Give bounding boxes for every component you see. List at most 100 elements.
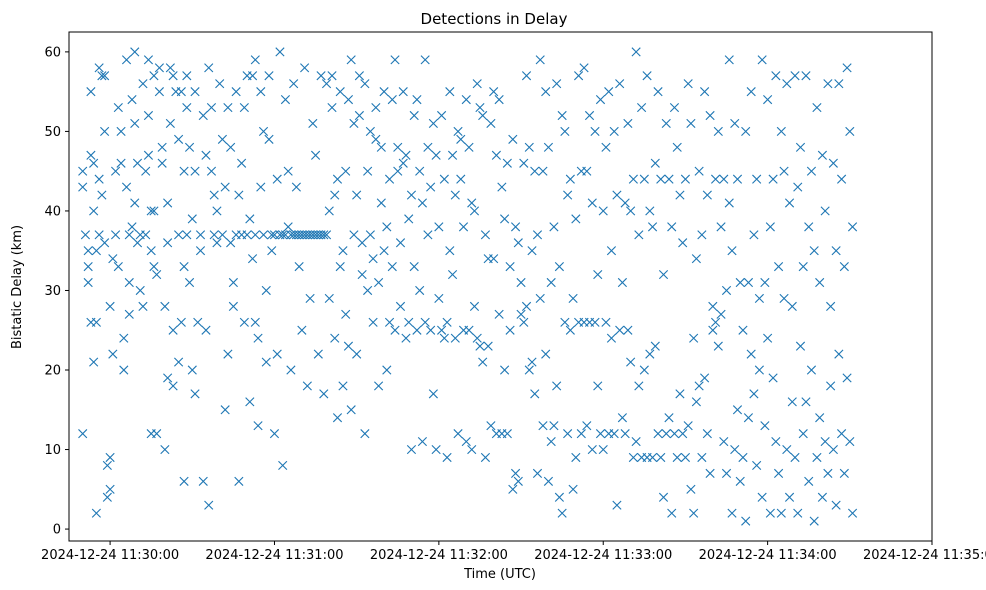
data-point <box>384 317 395 327</box>
data-point <box>217 230 228 240</box>
data-point <box>294 262 304 272</box>
data-point <box>272 174 282 184</box>
data-point <box>447 150 458 160</box>
data-point <box>538 166 548 176</box>
data-point <box>461 95 471 105</box>
data-point <box>198 110 208 121</box>
data-point <box>461 436 471 447</box>
data-point <box>327 102 337 113</box>
data-point <box>86 150 96 160</box>
data-point <box>97 71 107 81</box>
data-point <box>697 452 707 463</box>
data-point <box>234 476 244 486</box>
data-point <box>719 436 729 447</box>
data-point <box>412 95 422 105</box>
data-point <box>250 230 260 240</box>
data-point <box>228 301 238 311</box>
data-point <box>89 206 99 216</box>
data-point <box>702 429 712 439</box>
data-point <box>316 71 326 81</box>
data-point <box>508 484 518 494</box>
data-point <box>675 389 685 399</box>
data-point <box>494 309 504 319</box>
data-point <box>524 142 534 152</box>
data-point <box>768 373 778 383</box>
data-point <box>127 95 137 105</box>
data-point <box>645 206 655 216</box>
data-point <box>820 436 830 447</box>
data-point <box>697 230 707 240</box>
x-tick-label: 2024-12-24 11:32:00 <box>370 548 508 563</box>
data-point <box>78 182 88 192</box>
data-point <box>678 238 688 248</box>
data-point <box>308 118 318 129</box>
data-point <box>332 413 343 423</box>
data-point <box>119 365 129 375</box>
data-point <box>691 397 701 407</box>
data-point <box>160 444 170 455</box>
data-point <box>658 492 669 502</box>
data-point <box>773 262 784 272</box>
data-point <box>650 341 660 351</box>
data-point <box>428 118 438 129</box>
data-point <box>804 222 814 232</box>
data-point <box>437 110 447 121</box>
data-point <box>94 174 104 184</box>
data-point <box>272 349 282 359</box>
data-point <box>80 230 91 240</box>
data-point <box>204 500 214 510</box>
data-point <box>784 198 795 208</box>
data-point <box>757 492 767 502</box>
x-tick-label: 2024-12-24 11:33:00 <box>534 548 672 563</box>
data-point <box>102 460 112 471</box>
data-point <box>809 246 819 256</box>
data-point <box>716 222 726 232</box>
data-point <box>647 222 658 232</box>
data-point <box>335 87 345 97</box>
data-point <box>130 47 140 57</box>
data-point <box>609 429 619 439</box>
data-point <box>787 397 797 407</box>
data-point <box>765 508 775 518</box>
data-point <box>475 341 485 351</box>
data-point <box>582 421 592 431</box>
data-point <box>606 246 617 256</box>
data-point <box>379 87 389 97</box>
data-point <box>626 206 636 216</box>
data-point <box>89 158 99 168</box>
data-point <box>669 429 680 439</box>
data-point <box>571 452 581 463</box>
data-point <box>110 166 121 176</box>
y-tick-label: 20 <box>44 364 61 379</box>
data-point <box>708 325 718 335</box>
data-point <box>524 365 534 375</box>
data-point <box>143 150 154 160</box>
data-point <box>839 262 849 272</box>
data-point <box>352 349 362 359</box>
data-point <box>83 262 93 272</box>
data-point <box>626 357 636 367</box>
data-point <box>500 214 510 224</box>
data-point <box>735 277 745 288</box>
data-point <box>456 134 466 144</box>
data-point <box>732 174 743 184</box>
data-point <box>710 317 721 327</box>
data-point <box>187 214 197 224</box>
data-point <box>801 71 811 81</box>
data-point <box>634 230 644 240</box>
data-point <box>256 182 266 192</box>
data-point <box>343 95 354 105</box>
data-point <box>182 71 192 81</box>
data-point <box>338 246 348 256</box>
data-point <box>163 198 173 208</box>
data-point <box>483 341 493 351</box>
data-point <box>719 174 729 184</box>
data-point <box>190 389 200 399</box>
data-point <box>124 277 134 288</box>
data-point <box>215 79 225 89</box>
data-point <box>798 429 808 439</box>
data-point <box>549 222 559 232</box>
data-point <box>349 230 359 240</box>
data-point <box>91 317 101 327</box>
data-point <box>245 397 255 407</box>
